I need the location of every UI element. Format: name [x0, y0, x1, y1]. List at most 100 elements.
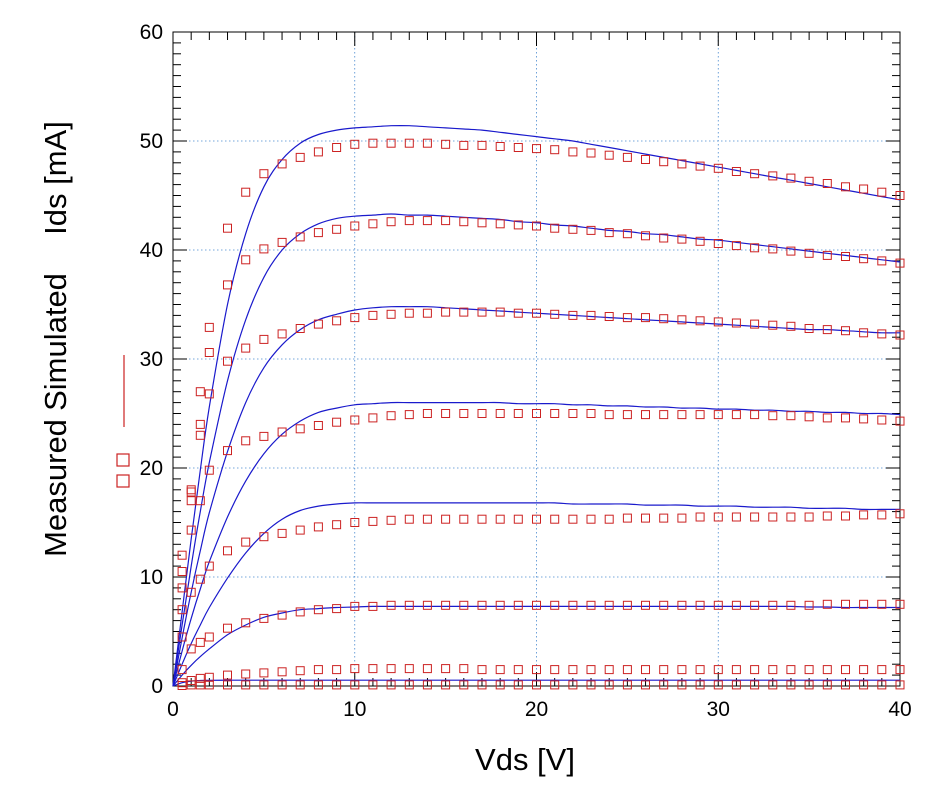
measured-point-5-21 [513, 308, 523, 318]
measured-point-2-20 [495, 600, 505, 610]
measured-point-1-27 [622, 665, 632, 675]
measured-point-0-9 [295, 680, 305, 690]
measured-point-1-12 [350, 664, 360, 674]
measured-point-3-19 [477, 514, 487, 524]
measured-point-2-39 [841, 599, 850, 609]
measured-point-3-32 [713, 512, 723, 522]
measured-point-2-33 [731, 600, 741, 610]
measured-point-1-36 [786, 665, 796, 675]
measured-point-4-2 [186, 525, 196, 535]
measured-point-3-38 [822, 511, 832, 521]
measured-point-5-27 [622, 313, 632, 323]
measured-point-2-29 [659, 600, 669, 610]
measured-point-5-17 [441, 307, 451, 317]
measured-point-5-10 [313, 319, 323, 329]
measured-point-5-37 [804, 324, 814, 333]
measured-point-4-6 [241, 436, 251, 446]
measured-point-7-12 [350, 139, 360, 149]
measured-point-4-13 [368, 413, 378, 423]
measured-point-3-3 [195, 574, 205, 584]
measured-point-4-32 [713, 410, 723, 420]
measured-point-6-4 [204, 348, 214, 357]
measured-point-7-6 [241, 187, 251, 197]
measured-point-3-27 [622, 513, 632, 523]
measured-series-4 [177, 409, 905, 615]
measured-point-5-25 [586, 310, 596, 320]
measured-point-1-6 [241, 669, 251, 679]
measured-point-6-19 [477, 218, 487, 228]
measured-point-7-39 [841, 182, 850, 192]
measured-point-7-1 [177, 550, 187, 560]
measured-point-2-12 [350, 601, 360, 611]
measured-point-3-2 [186, 587, 196, 597]
measured-point-1-16 [422, 664, 432, 674]
measured-point-4-3 [195, 496, 205, 506]
measured-point-5-2 [186, 496, 196, 506]
simulated-curve-0 [172, 679, 900, 687]
measured-point-1-18 [459, 664, 469, 674]
y-tick-label-2: 20 [140, 457, 163, 480]
measured-point-7-35 [768, 171, 778, 181]
measured-point-6-13 [368, 219, 378, 229]
measured-point-0-28 [641, 680, 650, 690]
measured-point-0-30 [677, 680, 687, 690]
simulated-curve-6 [172, 125, 901, 687]
measured-point-3-23 [550, 514, 560, 524]
measured-point-6-17 [441, 216, 451, 226]
gridlines [173, 32, 900, 686]
measured-point-5-34 [750, 319, 760, 329]
measured-point-2-8 [277, 610, 287, 620]
measured-point-3-25 [586, 514, 596, 524]
measured-point-7-3 [195, 419, 205, 429]
measured-point-5-5 [223, 356, 232, 366]
measured-point-0-13 [368, 680, 378, 690]
measured-point-3-15 [404, 514, 414, 524]
measured-point-4-34 [750, 410, 760, 420]
measured-point-7-33 [731, 167, 741, 176]
measured-point-1-2 [186, 676, 196, 685]
x-axis-label: Vds [V] [475, 742, 575, 777]
measured-point-2-10 [313, 605, 323, 615]
measured-point-1-9 [295, 666, 305, 676]
measured-point-6-18 [459, 217, 469, 227]
measured-point-3-10 [313, 522, 323, 532]
measured-point-7-29 [659, 157, 669, 167]
measured-series-6 [177, 216, 905, 576]
measured-point-6-11 [332, 224, 342, 234]
measured-point-0-24 [568, 680, 578, 690]
measured-point-4-28 [641, 410, 650, 420]
measured-point-2-37 [804, 600, 814, 610]
measured-point-1-24 [568, 665, 578, 675]
measured-point-2-4 [204, 632, 214, 642]
measured-point-1-31 [695, 665, 705, 675]
y-tick-label-0: 0 [151, 675, 163, 698]
measured-series-0 [177, 680, 905, 690]
measured-point-4-24 [568, 409, 578, 418]
measured-point-7-34 [750, 169, 760, 179]
measured-point-4-20 [495, 409, 505, 418]
measured-point-3-30 [677, 513, 687, 523]
measured-point-6-38 [822, 250, 832, 260]
measured-series-3 [177, 509, 905, 642]
measured-point-7-18 [459, 140, 469, 150]
measured-point-6-6 [241, 255, 251, 265]
measured-point-0-38 [822, 680, 832, 690]
measured-point-7-4 [204, 322, 214, 332]
measured-point-5-12 [350, 313, 360, 323]
measured-point-2-22 [532, 600, 541, 610]
measured-point-6-42 [895, 258, 905, 268]
measured-point-6-33 [731, 241, 741, 251]
measured-point-3-35 [768, 512, 778, 522]
measured-point-0-40 [859, 680, 869, 690]
measured-point-6-3 [195, 387, 205, 397]
measured-point-5-22 [532, 308, 541, 318]
measured-point-0-19 [477, 680, 487, 690]
measured-point-0-5 [223, 680, 232, 690]
measured-point-1-4 [204, 672, 214, 682]
measured-point-1-39 [841, 665, 850, 675]
measured-point-6-14 [386, 217, 396, 227]
measured-point-4-38 [822, 413, 832, 423]
measured-point-4-8 [277, 427, 287, 437]
